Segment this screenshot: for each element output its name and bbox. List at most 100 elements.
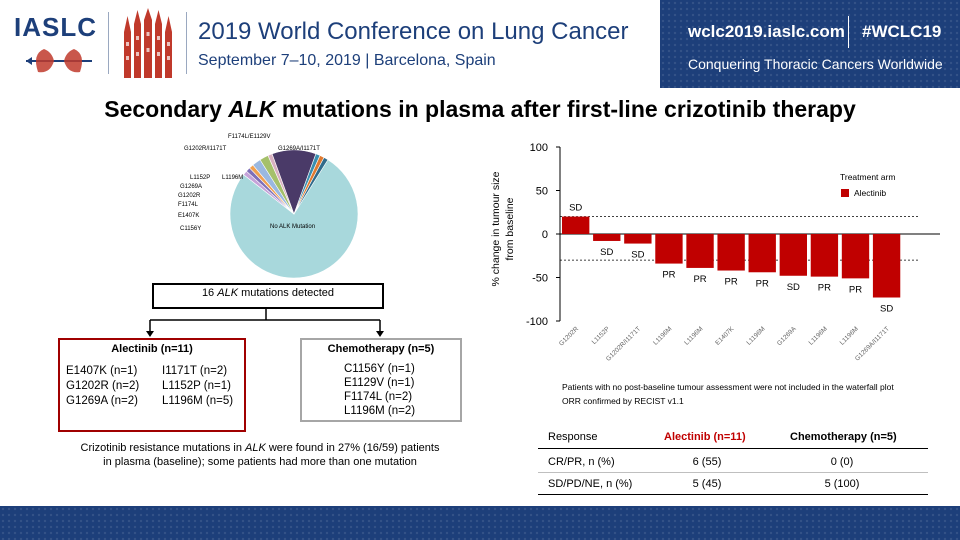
x-tick-label: L1196M — [745, 325, 766, 346]
y-axis-label: % change in tumour size — [490, 171, 502, 286]
x-tick-label: G1202R — [558, 325, 580, 347]
conference-subtitle: September 7–10, 2019 | Barcelona, Spain — [198, 52, 496, 69]
response-label: PR — [818, 283, 831, 294]
y-tick-label: -100 — [526, 316, 548, 328]
table-divider — [538, 494, 928, 495]
x-tick-label: E1407K — [714, 325, 736, 347]
table-divider — [538, 448, 928, 449]
table-cell: SD/PD/NE, n (%) — [548, 478, 633, 490]
conference-header: IASLC 2019 World Conference on Lung Canc… — [0, 0, 960, 88]
pie-label-l1152p: L1152P — [190, 175, 210, 181]
legend-entry: Alectinib — [854, 188, 886, 198]
header-divider — [848, 16, 849, 48]
alectinib-box — [58, 338, 246, 432]
footnote-text: Crizotinib resistance mutations in — [80, 442, 245, 454]
pie-label-f1174l-e1129v: F1174L/E1129V — [228, 134, 270, 140]
alectinib-box-title: Alectinib (n=11) — [111, 343, 193, 355]
y-tick-label: 0 — [542, 229, 548, 241]
table-divider — [538, 472, 928, 473]
website-link[interactable]: wclc2019.iaslc.com — [688, 22, 845, 41]
hashtag: #WCLC19 — [862, 22, 942, 41]
pie-label-l1196m: L1196M — [222, 175, 243, 181]
x-tick-label: L1196M — [808, 325, 829, 346]
response-label: SD — [631, 250, 644, 261]
detected-gene: ALK — [217, 287, 239, 299]
waterfall-bar — [779, 234, 807, 276]
pie-label-c1156y: C1156Y — [180, 226, 201, 232]
detected-text: mutations detected — [238, 287, 335, 299]
alectinib-mutation: G1269A (n=2) — [66, 395, 138, 407]
y-axis-label: from baseline — [504, 197, 516, 260]
response-label: SD — [880, 304, 893, 315]
table-cell: CR/PR, n (%) — [548, 456, 615, 468]
waterfall-bar — [562, 216, 590, 234]
chemo-mutation: C1156Y (n=1) — [344, 363, 415, 375]
conference-footer — [0, 506, 960, 540]
chemo-mutation: F1174L (n=2) — [344, 391, 413, 403]
x-tick-label: L1196M — [839, 325, 860, 346]
waterfall-chart: 100 50 0 -50 -100 SD G1202R SD L1152P SD G1202R/I… — [490, 142, 940, 363]
pie-label-g1202r: G1202R — [178, 193, 201, 199]
chemo-mutation: L1196M (n=2) — [344, 405, 416, 417]
pie-label-e1407k: E1407K — [178, 213, 199, 219]
y-tick-label: -50 — [532, 273, 548, 285]
header-banner — [660, 0, 960, 88]
table-cell: 5 (45) — [692, 478, 722, 490]
response-label: SD — [600, 247, 613, 258]
lungs-logo-icon — [26, 49, 92, 73]
pie-label-f1174l: F1174L — [178, 202, 199, 208]
mutations-detected-box — [152, 283, 384, 309]
chemotherapy-box-title: Chemotherapy (n=5) — [327, 343, 435, 355]
x-tick-label: L1152P — [591, 325, 611, 345]
mutation-pie-chart: No ALK Mutation C1156Y E1407K F1174L G12… — [178, 134, 359, 279]
waterfall-bar — [748, 234, 776, 273]
legend-swatch — [841, 189, 849, 197]
x-tick-label: G1202R/I1171T — [605, 325, 642, 362]
waterfall-bar — [872, 234, 901, 298]
x-tick-label: L1196M — [652, 325, 673, 346]
response-label: PR — [756, 278, 769, 289]
title-part: Secondary — [104, 96, 229, 122]
waterfall-note: ORR confirmed by RECIST v1.1 — [562, 396, 684, 406]
table-header-chemotherapy: Chemotherapy (n=5) — [790, 431, 897, 443]
title-part: mutations in plasma after first-line cri… — [275, 96, 856, 122]
table-cell: 6 (55) — [692, 456, 722, 468]
alectinib-mutation: G1202R (n=2) — [66, 380, 140, 392]
header-divider — [186, 12, 187, 74]
pie-label-g1269a-i1171t: G1269A/I1171T — [278, 146, 320, 152]
conference-title: 2019 World Conference on Lung Cancer — [198, 18, 629, 45]
response-label: PR — [725, 277, 738, 288]
chemotherapy-box — [300, 338, 462, 422]
y-tick-label: 100 — [530, 142, 548, 154]
header-divider — [108, 12, 109, 74]
footnote-gene: ALK — [245, 442, 266, 454]
waterfall-bar — [624, 234, 652, 244]
x-tick-label: L1196M — [683, 325, 704, 346]
alectinib-mutation: E1407K (n=1) — [66, 365, 138, 377]
alectinib-mutation: L1196M (n=5) — [162, 395, 234, 407]
pie-label-g1269a: G1269A — [180, 184, 202, 190]
response-label: PR — [693, 274, 706, 285]
waterfall-note: Patients with no post-baseline tumour as… — [562, 382, 894, 392]
iaslc-logo: IASLC — [14, 12, 97, 42]
x-tick-label: G1269A/I1171T — [854, 325, 891, 362]
tagline: Conquering Thoracic Cancers Worldwide — [688, 56, 943, 72]
alectinib-mutation: I1171T (n=2) — [162, 365, 228, 377]
title-gene: ALK — [228, 96, 276, 122]
waterfall-bar — [841, 234, 870, 279]
waterfall-bar — [655, 234, 683, 264]
resistance-footnote: Crizotinib resistance mutations in ALK w… — [40, 441, 480, 469]
alectinib-mutation: L1152P (n=1) — [162, 380, 231, 392]
sagrada-familia-icon — [124, 8, 172, 78]
table-header-response: Response — [548, 431, 598, 443]
response-label: PR — [849, 284, 862, 295]
pie-label-g1202r-i1171t: G1202R/I1171T — [184, 146, 227, 152]
response-label: SD — [787, 282, 800, 293]
waterfall-bar — [686, 234, 714, 268]
detected-count: 16 — [201, 287, 218, 299]
table-header-alectinib: Alectinib (n=11) — [664, 431, 746, 443]
x-tick-label: G1269A — [776, 325, 798, 347]
legend-title: Treatment arm — [840, 172, 895, 182]
pie-slice — [293, 157, 329, 215]
waterfall-bar — [810, 234, 839, 277]
